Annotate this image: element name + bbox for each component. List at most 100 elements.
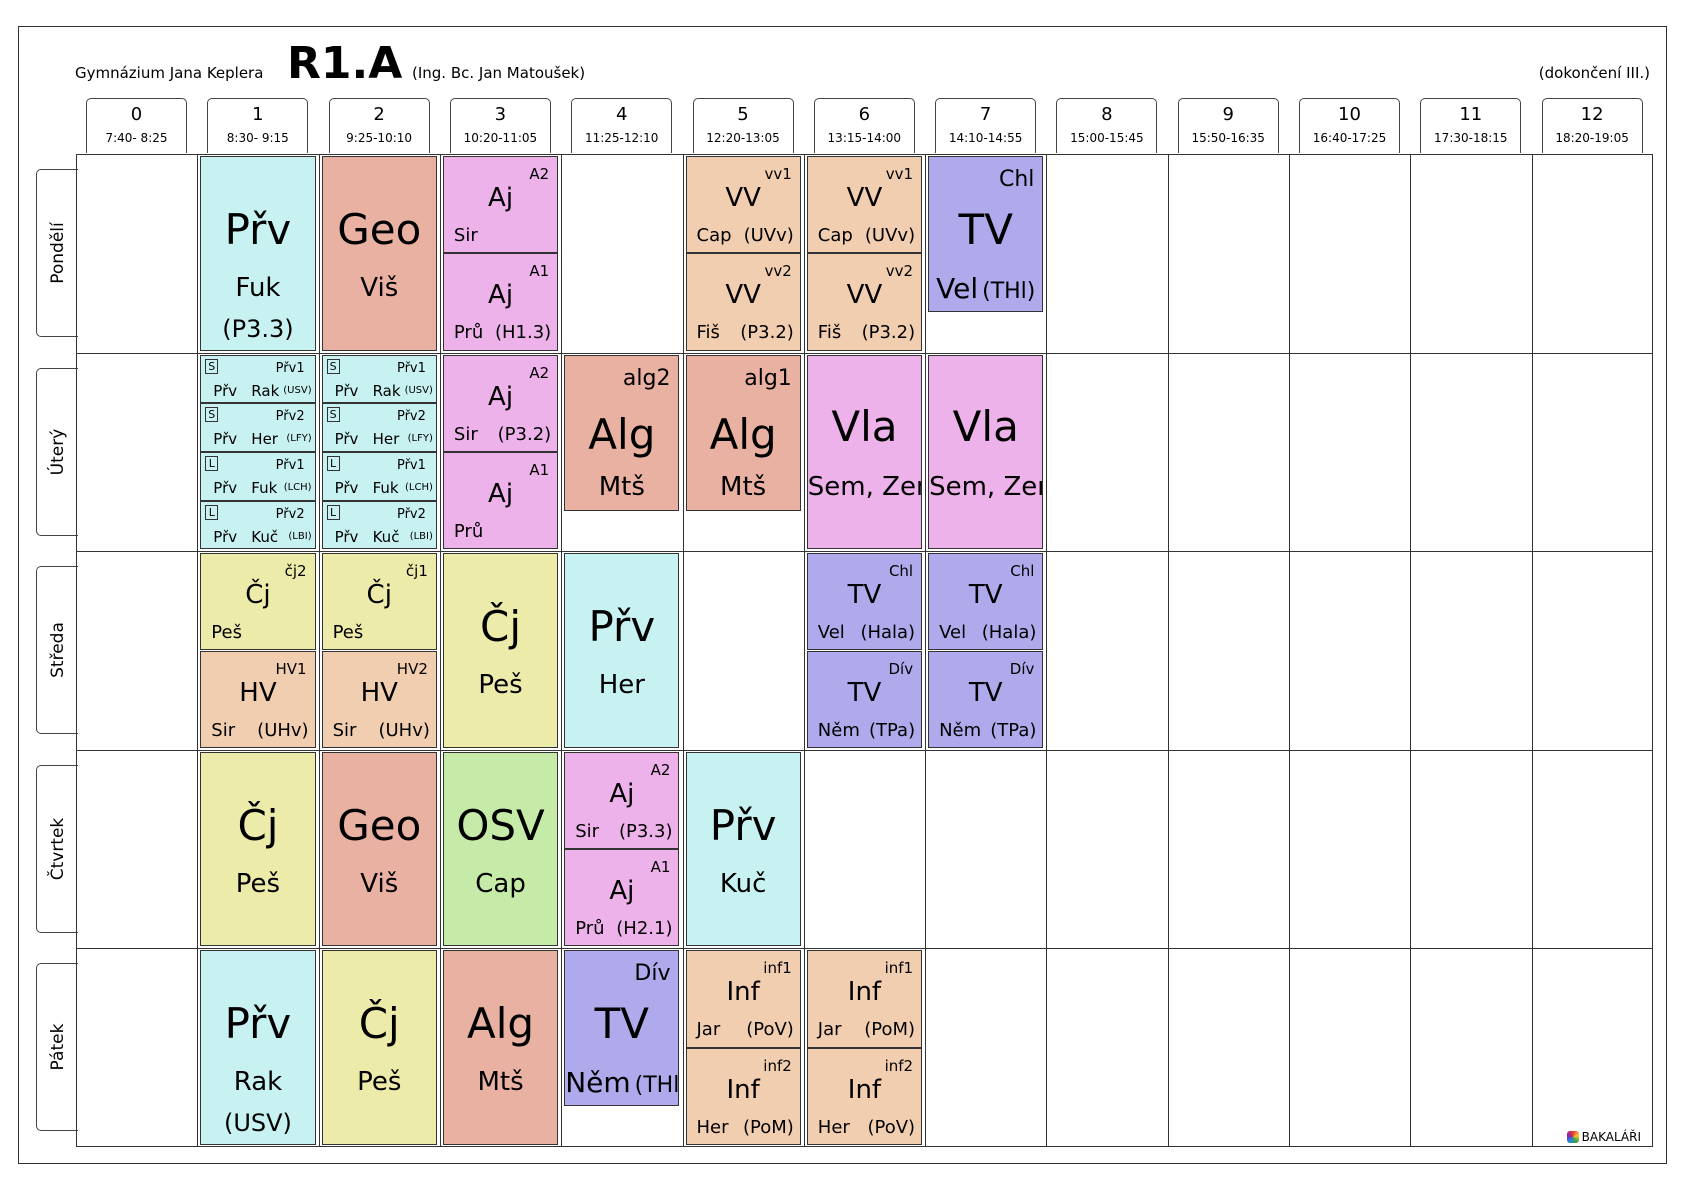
lesson-cell[interactable]: Přv Her bbox=[564, 553, 680, 748]
lesson-cell-half[interactable]: Dív TV Něm (TPa) bbox=[806, 650, 923, 748]
lesson-group: Přv2 bbox=[396, 409, 426, 425]
lesson-cell-quarter[interactable]: L Přv2 Přv Kuč (LBI) bbox=[200, 500, 316, 550]
lesson-cell-half[interactable]: Chl TV Vel (Hala) bbox=[928, 553, 1044, 651]
lesson-teacher: Peš bbox=[357, 1067, 402, 1098]
lesson-teacher: Fiš bbox=[817, 322, 842, 344]
lesson-cell-half[interactable]: Chl TV Vel (Hala) bbox=[806, 553, 923, 651]
lesson-cell-half[interactable]: A2 Aj Sir (P3.3) bbox=[564, 751, 680, 850]
lesson-cell-half[interactable]: A1 Aj Prů (H1.3) bbox=[442, 253, 559, 351]
lesson-room: (USV) bbox=[283, 384, 312, 396]
lesson-cell[interactable]: Alg Mtš bbox=[442, 950, 559, 1145]
lesson-subject: Přv bbox=[709, 800, 777, 850]
period-header-11: 11 17:30-18:15 bbox=[1420, 98, 1522, 153]
lesson-cell-quarter[interactable]: S Přv2 Přv Her (LFY) bbox=[200, 403, 316, 452]
lesson-room: (LBI) bbox=[409, 530, 433, 542]
lesson-cell-half[interactable]: HV1 HV Sir (UHv) bbox=[200, 650, 316, 748]
day-name: Čtvrtek bbox=[47, 817, 68, 881]
lesson-cell[interactable]: Přv Fuk (P3.3) bbox=[200, 156, 316, 351]
lesson-cell[interactable]: Přv Rak (USV) bbox=[200, 950, 316, 1145]
period-number: 2 bbox=[373, 104, 385, 125]
lesson-room: (PoM) bbox=[742, 1116, 794, 1138]
lesson-room: (P3.2) bbox=[861, 322, 916, 344]
lesson-subject: VV bbox=[846, 183, 883, 213]
period-number: 4 bbox=[615, 104, 628, 125]
lesson-cell[interactable]: Vla Sem, Zem bbox=[806, 354, 923, 550]
lesson-cell[interactable]: OSV Cap bbox=[442, 751, 559, 947]
grid-col-line bbox=[1289, 154, 1290, 1147]
lesson-cell-quarter[interactable]: S Přv1 Přv Rak (USV) bbox=[321, 354, 437, 404]
lesson-cell[interactable]: Čj Peš bbox=[442, 553, 559, 748]
lesson-cell-quarter[interactable]: S Přv1 Přv Rak (USV) bbox=[200, 354, 316, 404]
period-header-9: 9 15:50-16:35 bbox=[1177, 98, 1279, 153]
lesson-cell-half[interactable]: HV2 HV Sir (UHv) bbox=[321, 650, 437, 748]
lesson-cell-half[interactable]: A2 Aj Sir (P3.2) bbox=[442, 354, 559, 452]
lesson-room: (USV) bbox=[404, 384, 433, 396]
lesson-teacher: Sir bbox=[332, 719, 357, 741]
lesson-cell[interactable]: alg1 Alg Mtš bbox=[685, 354, 801, 511]
lesson-cell-half[interactable]: vv1 VV Cap (UVv) bbox=[685, 156, 801, 254]
lesson-cell-half[interactable]: čj2 Čj Peš bbox=[200, 553, 316, 651]
lesson-cell[interactable]: Vla Sem, Zem bbox=[928, 354, 1044, 550]
bakalari-logo-icon bbox=[1566, 1131, 1579, 1143]
period-number: 12 bbox=[1580, 104, 1604, 125]
lesson-room: (THl) bbox=[634, 1073, 680, 1099]
lesson-subject: VV bbox=[846, 280, 883, 311]
lesson-room: (Hala) bbox=[860, 622, 916, 644]
lesson-room: (H2.1) bbox=[616, 918, 673, 940]
lesson-subject: Přv bbox=[334, 527, 359, 546]
lesson-cell-quarter[interactable]: S Přv2 Přv Her (LFY) bbox=[321, 403, 437, 452]
period-number: 0 bbox=[130, 104, 143, 125]
lesson-cell-quarter[interactable]: L Přv1 Přv Fuk (LCH) bbox=[200, 451, 316, 501]
lesson-room: (USV) bbox=[223, 1109, 292, 1138]
lesson-cell-half[interactable]: vv1 VV Cap (UVv) bbox=[806, 156, 923, 254]
lesson-teacher: Cap bbox=[817, 225, 853, 246]
lesson-teacher: Sir bbox=[453, 225, 478, 246]
lesson-subject: Přv bbox=[224, 205, 292, 254]
lesson-cell[interactable]: Geo Viš bbox=[321, 156, 437, 351]
lesson-cell-half[interactable]: A1 Aj Prů bbox=[442, 451, 559, 550]
lesson-group: inf2 bbox=[884, 1056, 914, 1075]
lesson-cell[interactable]: Čj Peš bbox=[321, 950, 437, 1145]
lesson-subject: Aj bbox=[609, 778, 635, 809]
lesson-cell-half[interactable]: vv2 VV Fiš (P3.2) bbox=[806, 253, 923, 351]
grid-col-line bbox=[439, 154, 441, 1147]
lesson-cell-quarter[interactable]: L Přv2 Přv Kuč (LBI) bbox=[321, 500, 437, 550]
lesson-cell-half[interactable]: Dív TV Něm (TPa) bbox=[928, 650, 1044, 748]
lesson-subject: Čj bbox=[237, 800, 279, 850]
lesson-cell-half[interactable]: čj1 Čj Peš bbox=[321, 553, 437, 651]
period-header-1: 1 8:30- 9:15 bbox=[207, 98, 309, 153]
lesson-cell-half[interactable]: inf1 Inf Jar (PoM) bbox=[806, 950, 923, 1048]
lesson-cell[interactable]: Geo Viš bbox=[321, 751, 437, 947]
lesson-cell[interactable]: Chl TV Vel (THl) bbox=[928, 156, 1044, 312]
lesson-subject: Čj bbox=[366, 580, 392, 611]
grid-col-line bbox=[682, 154, 684, 1147]
lesson-cell[interactable]: alg2 Alg Mtš bbox=[564, 354, 680, 511]
lesson-cell-half[interactable]: inf2 Inf Her (PoV) bbox=[806, 1047, 923, 1145]
timetable-grid bbox=[76, 154, 1653, 1147]
lesson-group: Chl bbox=[998, 167, 1035, 192]
lesson-cell[interactable]: Přv Kuč bbox=[685, 751, 801, 947]
lesson-subject: HV bbox=[360, 677, 398, 708]
day-name: Středa bbox=[47, 622, 68, 679]
period-header-5: 5 12:20-13:05 bbox=[692, 98, 794, 153]
lesson-subject: Geo bbox=[337, 800, 422, 850]
grid-col-line bbox=[1046, 154, 1048, 1147]
lesson-cell-quarter[interactable]: L Přv1 Přv Fuk (LCH) bbox=[321, 451, 437, 501]
lesson-room: (TPa) bbox=[868, 719, 916, 741]
day-label-3: Čtvrtek bbox=[36, 764, 78, 933]
lesson-cell-half[interactable]: A1 Aj Prů (H2.1) bbox=[564, 849, 680, 947]
lesson-subject: Přv bbox=[224, 999, 292, 1049]
lesson-subject: Inf bbox=[847, 1074, 882, 1105]
lesson-cell-half[interactable]: inf2 Inf Her (PoM) bbox=[685, 1047, 801, 1145]
lesson-subject: Přv bbox=[213, 478, 238, 497]
lesson-cell[interactable]: Čj Peš bbox=[200, 751, 316, 947]
lesson-mark: S bbox=[326, 358, 340, 374]
lesson-cell-half[interactable]: inf1 Inf Jar (PoV) bbox=[685, 950, 801, 1048]
lesson-cell-half[interactable]: vv2 VV Fiš (P3.2) bbox=[685, 253, 801, 351]
lesson-teacher: Vel bbox=[817, 622, 845, 644]
lesson-cell-half[interactable]: A2 Aj Sir bbox=[442, 156, 559, 254]
lesson-cell[interactable]: Dív TV Něm(THl) bbox=[564, 950, 680, 1107]
lesson-subject: Aj bbox=[609, 876, 635, 907]
period-time: 7:40- 8:25 bbox=[105, 131, 168, 145]
class-title: R1.A bbox=[287, 38, 403, 89]
